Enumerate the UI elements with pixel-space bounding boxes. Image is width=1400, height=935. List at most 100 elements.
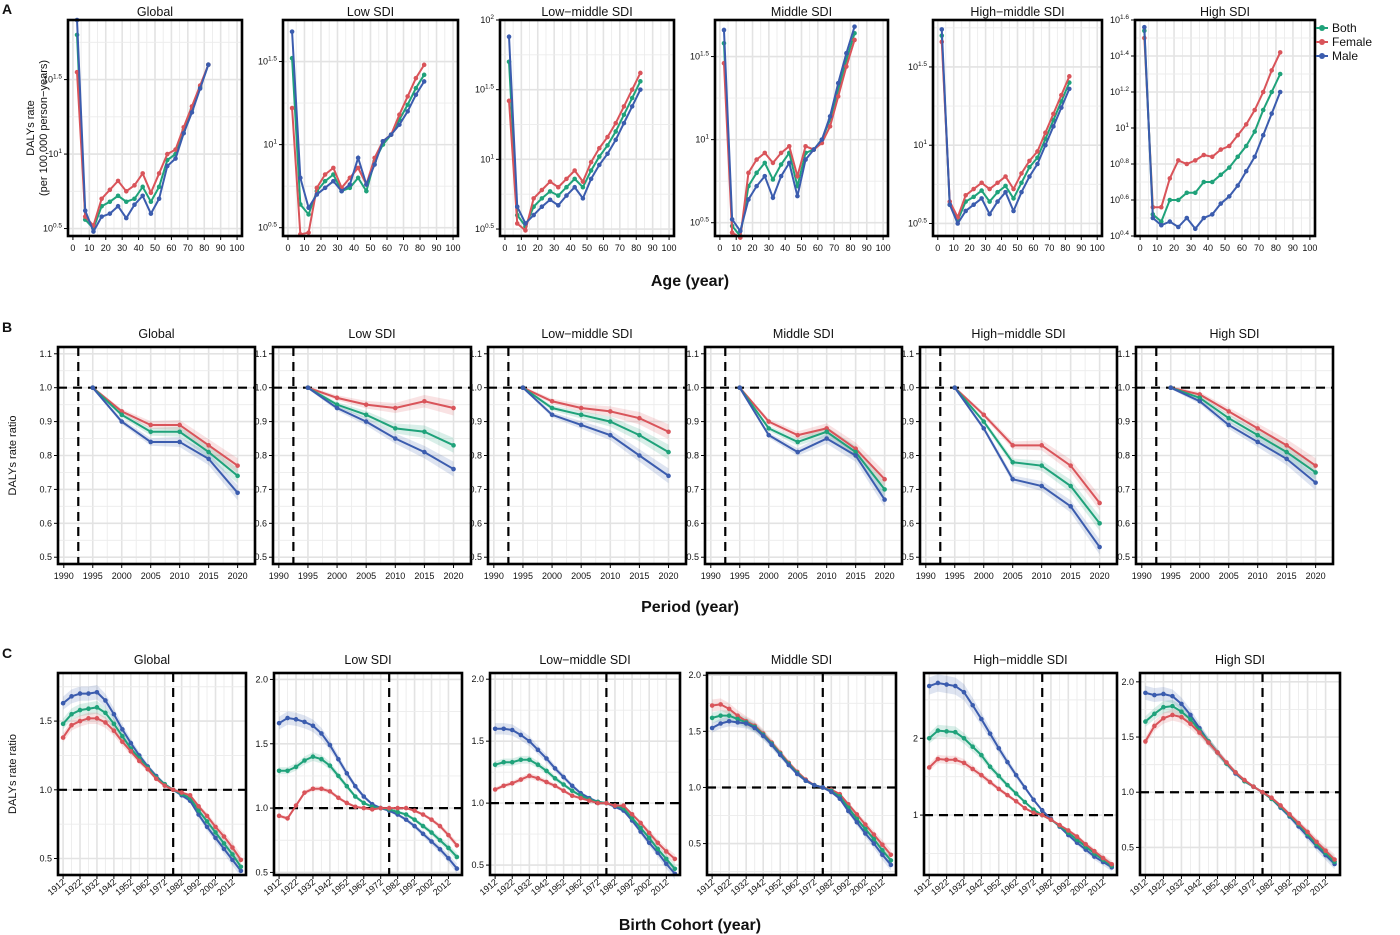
data-point-female [451, 405, 456, 411]
data-point-female [327, 789, 333, 794]
data-point-female [1176, 158, 1181, 163]
data-point-both [492, 762, 498, 768]
data-point-female [386, 805, 392, 811]
data-point-both [235, 473, 240, 479]
data-point-both [613, 129, 619, 134]
series-line-female [291, 64, 426, 236]
data-point-male [90, 385, 96, 390]
data-point-both [547, 189, 553, 194]
data-point-both [979, 188, 984, 193]
data-point-both [1039, 463, 1044, 468]
data-point-male [235, 490, 240, 496]
x-tick-label: 2000 [974, 571, 994, 581]
data-point-male [709, 725, 715, 731]
series-line-female [508, 72, 642, 233]
x-tick-label: 20 [748, 243, 758, 253]
data-point-male [514, 204, 520, 210]
data-point-both [94, 705, 100, 710]
data-point-male [420, 831, 426, 837]
data-point-female [1243, 122, 1249, 127]
data-point-male [987, 731, 993, 736]
x-tick-label: 100 [230, 243, 245, 253]
data-point-female [588, 159, 594, 165]
data-point-male [336, 756, 341, 762]
x-tick-label: 50 [365, 243, 375, 253]
data-point-female [672, 856, 678, 862]
data-point-female [501, 783, 506, 789]
data-point-male [293, 717, 299, 722]
data-point-female [1048, 817, 1054, 822]
data-point-male [1168, 385, 1174, 390]
data-point-female [729, 230, 735, 235]
data-point-female [412, 808, 417, 813]
y-axis-title-b: DALYs rate ratio [7, 416, 19, 496]
x-tick-label: 90 [1288, 243, 1298, 253]
series-line-male [711, 720, 892, 866]
data-point-female [621, 104, 627, 109]
data-point-female [1059, 92, 1064, 98]
x-tick-label: 2010 [385, 571, 405, 581]
data-point-both [60, 721, 66, 727]
y-tick-label: 0.6 [901, 518, 914, 528]
y-tick-label: 0.7 [686, 484, 699, 494]
x-axis-title-c: Birth Cohort (year) [619, 917, 761, 934]
data-point-both [69, 711, 74, 717]
x-tick-label: 80 [631, 243, 641, 253]
x-tick-label: 40 [134, 243, 144, 253]
data-point-female [1043, 130, 1048, 135]
data-point-female [735, 713, 740, 718]
data-point-female [230, 845, 235, 850]
y-tick-label: 101.2 [1110, 86, 1129, 97]
data-point-female [963, 193, 968, 198]
data-point-both [177, 429, 182, 435]
data-point-male [331, 178, 336, 184]
data-point-male [824, 436, 829, 441]
data-point-female [392, 405, 398, 411]
data-point-female [355, 165, 361, 171]
data-point-both [1022, 799, 1028, 805]
data-point-male [544, 756, 549, 761]
facet-c-low-sdi: Low SDI191219221932194219521962197219821… [255, 653, 464, 897]
data-point-male [828, 789, 834, 795]
series-line-female [76, 64, 210, 228]
facet-title: High SDI [1209, 327, 1259, 341]
data-point-male [854, 819, 860, 825]
data-point-female [1031, 810, 1036, 816]
y-axis-title-c: DALYs rate ratio [7, 734, 19, 814]
ci-ribbon-both [279, 752, 457, 862]
data-point-female [827, 124, 833, 129]
data-point-male [1188, 712, 1193, 718]
x-tick-label: 90 [216, 243, 226, 253]
data-point-female [1260, 89, 1266, 95]
y-tick-label: 101.4 [1110, 50, 1129, 61]
data-point-male [638, 87, 643, 92]
x-axis-title-b: Period (year) [641, 599, 739, 616]
data-point-male [1067, 86, 1072, 92]
data-point-female [880, 842, 885, 847]
y-tick-label: 1.1 [901, 349, 914, 359]
x-tick-label: 1972 [580, 877, 602, 898]
data-point-female [646, 830, 652, 836]
data-point-female [69, 722, 74, 728]
data-point-both [987, 764, 993, 770]
data-point-male [888, 862, 894, 868]
data-point-female [1035, 149, 1040, 154]
data-point-female [235, 463, 240, 468]
data-point-both [766, 426, 772, 431]
x-tick-label: 30 [764, 243, 774, 253]
facet-a-low-sdi: Low SDI 0 10 20 30 40 50 60 70 80 90 100 100.5 101 101… [258, 5, 461, 253]
data-point-both [621, 112, 627, 118]
data-point-female [1218, 147, 1224, 152]
data-point-both [638, 825, 643, 831]
data-point-female [1287, 811, 1292, 817]
data-point-female [572, 168, 577, 173]
data-point-male [1176, 224, 1181, 230]
data-point-male [403, 817, 409, 822]
x-tick-label: 2020 [1090, 571, 1110, 581]
data-point-female [1039, 443, 1044, 448]
x-tick-label: 0 [935, 243, 940, 253]
x-tick-label: 70 [183, 243, 193, 253]
y-tick-label: 0.9 [254, 417, 267, 427]
data-point-male [388, 132, 394, 137]
